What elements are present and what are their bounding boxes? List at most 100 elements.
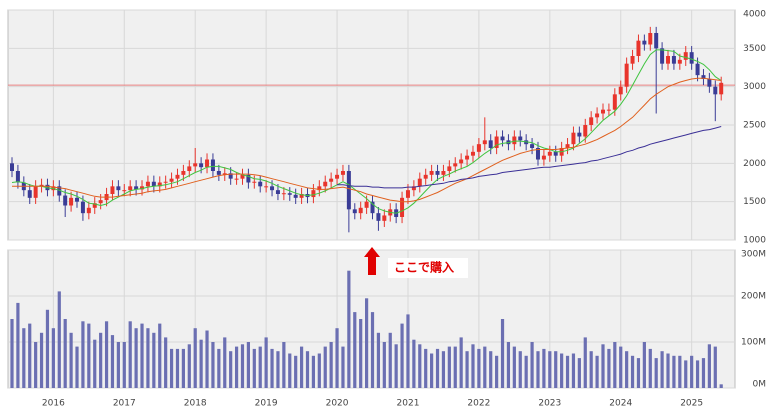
volume-bar [690,355,694,388]
y-tick-label: 1000 [743,236,766,246]
candle-body [246,174,251,183]
candle-body [270,186,275,191]
x-tick-label: 2023 [538,399,561,409]
volume-bar [595,355,599,388]
candle-body [630,56,635,64]
candle-body [140,186,145,190]
candle-body [541,155,546,160]
volume-bar [305,351,310,388]
volume-bar [495,355,499,388]
candle-body [364,201,369,208]
moving-average-line [11,49,722,214]
volume-bar [465,351,469,388]
volume-bar [394,344,398,388]
volume-bar [87,323,91,388]
volume-bar [323,346,327,388]
candle-body [116,186,121,191]
volume-bar [217,348,221,388]
candle-body [323,181,328,187]
candle-body [98,200,103,204]
candle-body [376,213,381,221]
candle-body [701,75,706,79]
volume-bar [258,346,262,388]
volume-bar [353,312,357,388]
volume-bar [471,344,475,388]
candle-body [352,209,357,214]
candle-body [210,159,215,171]
candle-body [228,173,233,179]
candle-body [75,197,80,202]
volume-bar [116,342,120,388]
candle-body [470,151,475,156]
volume-bar [169,348,174,388]
candle-body [382,215,387,221]
x-tick-label: 2022 [467,399,490,409]
candle-body [683,52,688,60]
volume-bar [81,321,85,388]
y-tick-label: 300M [741,250,766,260]
volume-bar [713,346,717,388]
candle-body [695,63,700,76]
volume-bar [719,384,723,388]
candle-body [565,144,570,148]
candle-body [187,166,192,171]
candle-body [234,178,239,180]
volume-bar [453,346,457,388]
candle-body [317,186,322,191]
volume-bar [205,330,209,388]
candle-body [589,117,594,125]
volume-bar [128,321,132,388]
moving-average-line [337,126,722,189]
volume-bar [418,344,422,388]
volume-bar [376,332,381,388]
volume-bar [483,346,487,388]
volume-bar [234,346,239,388]
candle-body [340,171,345,175]
candle-body [193,163,198,167]
candle-body [459,159,464,164]
candle-body [465,155,470,160]
volume-bar [589,351,593,388]
volume-bar [152,332,156,388]
volume-bar [146,328,150,388]
x-tick-label: 2019 [255,399,278,409]
volume-bar [542,348,546,388]
candle-body [453,163,458,167]
y-tick-label: 4000 [743,10,766,20]
volume-bar [16,302,20,388]
candle-body [39,184,44,187]
candle-body [110,186,115,194]
volume-bar [51,328,55,388]
volume-bar [524,355,528,388]
candle-body [346,171,351,210]
candle-body [128,186,133,191]
volume-bar [252,348,256,388]
volume-bar [99,332,103,388]
volume-bar [317,353,321,388]
volume-bar [181,348,185,388]
volume-bar [264,337,268,388]
volume-bar [69,332,73,388]
volume-bar [512,346,516,388]
volume-bar [678,355,682,388]
candle-body [435,171,440,175]
volume-bar [695,360,700,388]
volume-bar [246,342,250,388]
candle-body [252,181,257,183]
y-tick-label: 2000 [743,159,766,169]
volume-bar [583,337,587,388]
volume-bar [619,346,623,388]
volume-bar [122,342,126,388]
volume-bar [199,339,203,388]
volume-bar [57,291,61,388]
candle-body [175,174,180,179]
volume-bar [530,342,534,388]
volume-bar [63,319,67,388]
candle-body [482,140,487,145]
candle-body [666,56,671,64]
volume-bar [93,339,97,388]
volume-bar [158,323,162,388]
volume-bar [707,344,711,388]
candle-body [719,82,724,95]
